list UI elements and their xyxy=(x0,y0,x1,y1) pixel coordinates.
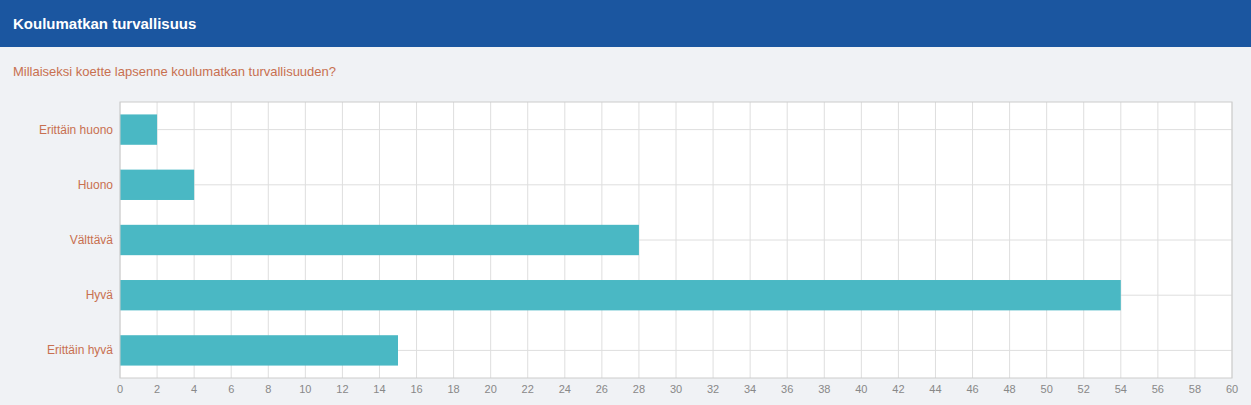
x-tick-label: 14 xyxy=(373,383,385,395)
x-tick-label: 60 xyxy=(1226,383,1238,395)
x-tick-label: 48 xyxy=(1003,383,1015,395)
x-tick-label: 32 xyxy=(707,383,719,395)
chart-container: Koulumatkan turvallisuus Millaiseksi koet… xyxy=(0,0,1251,405)
x-tick-label: 40 xyxy=(855,383,867,395)
title: Koulumatkan turvallisuus xyxy=(13,15,196,32)
x-tick-label: 38 xyxy=(818,383,830,395)
bar xyxy=(120,170,194,200)
x-tick-label: 10 xyxy=(299,383,311,395)
x-tick-label: 56 xyxy=(1152,383,1164,395)
x-tick-label: 12 xyxy=(336,383,348,395)
plot-frame xyxy=(120,102,1232,378)
x-tick-label: 20 xyxy=(485,383,497,395)
subtitle: Millaiseksi koette lapsenne koulumatkan … xyxy=(13,64,336,79)
x-tick-label: 2 xyxy=(154,383,160,395)
category-label: Erittäin hyvä xyxy=(47,343,113,357)
x-tick-label: 4 xyxy=(191,383,197,395)
grid xyxy=(120,102,1232,378)
page: {"chart_data": {"type": "bar", "orientat… xyxy=(0,0,1251,405)
x-tick-label: 8 xyxy=(265,383,271,395)
x-tick-label: 30 xyxy=(670,383,682,395)
x-tick-label: 16 xyxy=(410,383,422,395)
bar xyxy=(120,335,398,365)
x-tick-label: 42 xyxy=(892,383,904,395)
x-tick-label: 18 xyxy=(447,383,459,395)
x-tick-label: 22 xyxy=(522,383,534,395)
x-tick-label: 24 xyxy=(559,383,571,395)
x-tick-label: 34 xyxy=(744,383,756,395)
x-tick-label: 28 xyxy=(633,383,645,395)
bar xyxy=(120,280,1121,310)
grid-line-y xyxy=(120,129,1232,130)
background xyxy=(0,0,1251,405)
category-label: Välttävä xyxy=(70,233,114,247)
title-bar xyxy=(0,0,1251,47)
bars xyxy=(120,114,1121,365)
category-label: Hyvä xyxy=(86,288,114,302)
chart-svg: Koulumatkan turvallisuus Millaiseksi koet… xyxy=(0,0,1251,405)
x-tick-label: 46 xyxy=(966,383,978,395)
x-tick-label: 52 xyxy=(1078,383,1090,395)
x-tick-label: 26 xyxy=(596,383,608,395)
x-tick-label: 50 xyxy=(1041,383,1053,395)
plot-background xyxy=(120,102,1232,378)
category-label: Erittäin huono xyxy=(39,123,113,137)
bar xyxy=(120,225,639,255)
x-tick-label: 0 xyxy=(117,383,123,395)
x-tick-label: 6 xyxy=(228,383,234,395)
x-tick-label: 36 xyxy=(781,383,793,395)
bar xyxy=(120,114,157,144)
x-tick-label: 44 xyxy=(929,383,941,395)
grid-line-y xyxy=(120,184,1232,185)
category-label: Huono xyxy=(78,178,114,192)
x-tick-label: 54 xyxy=(1115,383,1127,395)
x-tick-label: 58 xyxy=(1189,383,1201,395)
